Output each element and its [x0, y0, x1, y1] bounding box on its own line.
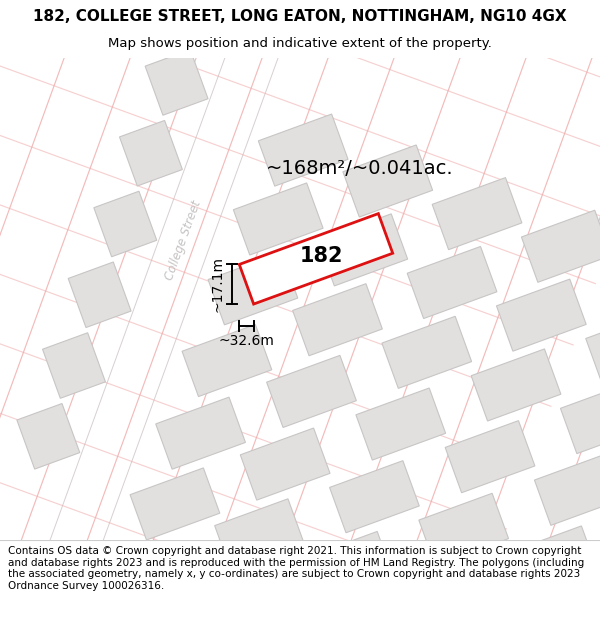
- Polygon shape: [304, 531, 394, 604]
- Polygon shape: [119, 121, 182, 186]
- Polygon shape: [233, 183, 323, 255]
- Polygon shape: [329, 461, 419, 532]
- Text: ~17.1m: ~17.1m: [211, 256, 224, 312]
- Polygon shape: [407, 246, 497, 319]
- Polygon shape: [560, 381, 600, 454]
- Polygon shape: [266, 356, 356, 428]
- Polygon shape: [156, 397, 245, 469]
- Polygon shape: [215, 499, 304, 571]
- Text: 182, COLLEGE STREET, LONG EATON, NOTTINGHAM, NG10 4GX: 182, COLLEGE STREET, LONG EATON, NOTTING…: [33, 9, 567, 24]
- Text: ~168m²/~0.041ac.: ~168m²/~0.041ac.: [266, 159, 454, 178]
- Polygon shape: [239, 214, 393, 304]
- Polygon shape: [130, 468, 220, 540]
- Polygon shape: [17, 404, 80, 469]
- Polygon shape: [343, 145, 433, 217]
- Polygon shape: [496, 279, 586, 351]
- Polygon shape: [393, 564, 483, 625]
- Polygon shape: [318, 214, 407, 286]
- Polygon shape: [145, 49, 208, 115]
- Polygon shape: [508, 526, 598, 598]
- Polygon shape: [356, 388, 446, 460]
- Polygon shape: [482, 597, 572, 625]
- Polygon shape: [293, 284, 382, 356]
- Polygon shape: [521, 210, 600, 282]
- Polygon shape: [419, 493, 509, 566]
- Polygon shape: [598, 559, 600, 625]
- Polygon shape: [535, 453, 600, 526]
- Polygon shape: [586, 312, 600, 384]
- Polygon shape: [432, 177, 522, 249]
- Polygon shape: [42, 0, 308, 579]
- Polygon shape: [445, 421, 535, 492]
- Polygon shape: [182, 324, 272, 396]
- Polygon shape: [43, 332, 106, 398]
- Polygon shape: [68, 262, 131, 328]
- Text: Map shows position and indicative extent of the property.: Map shows position and indicative extent…: [108, 37, 492, 50]
- Text: College Street: College Street: [163, 199, 203, 282]
- Text: Contains OS data © Crown copyright and database right 2021. This information is : Contains OS data © Crown copyright and d…: [8, 546, 584, 591]
- Polygon shape: [240, 428, 330, 500]
- Polygon shape: [382, 316, 472, 388]
- Polygon shape: [259, 114, 348, 186]
- Polygon shape: [94, 191, 157, 257]
- Text: ~32.6m: ~32.6m: [218, 334, 274, 348]
- Polygon shape: [471, 349, 561, 421]
- Polygon shape: [208, 253, 298, 325]
- Text: 182: 182: [299, 246, 343, 266]
